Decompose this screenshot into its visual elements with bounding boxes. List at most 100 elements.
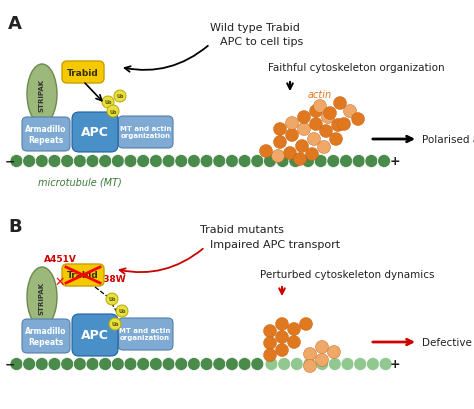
Circle shape <box>337 118 350 131</box>
FancyBboxPatch shape <box>62 62 104 84</box>
Circle shape <box>298 111 310 124</box>
Circle shape <box>275 344 289 357</box>
Circle shape <box>114 91 126 103</box>
Circle shape <box>275 331 289 344</box>
Circle shape <box>295 140 309 153</box>
Circle shape <box>238 357 251 371</box>
Circle shape <box>275 318 289 331</box>
Circle shape <box>149 155 163 168</box>
Text: Ub: Ub <box>104 100 112 105</box>
Circle shape <box>162 155 175 168</box>
Circle shape <box>99 357 112 371</box>
FancyBboxPatch shape <box>72 113 118 153</box>
FancyBboxPatch shape <box>118 318 173 350</box>
Text: −: − <box>5 357 15 371</box>
Circle shape <box>313 100 327 113</box>
Circle shape <box>334 97 346 110</box>
Text: +: + <box>390 155 401 168</box>
Text: +: + <box>390 357 401 371</box>
Text: STRIPAK: STRIPAK <box>39 281 45 314</box>
Circle shape <box>265 357 278 371</box>
Circle shape <box>200 155 213 168</box>
Text: Polarised axon growth: Polarised axon growth <box>422 135 474 145</box>
Text: R438W: R438W <box>90 275 126 284</box>
FancyBboxPatch shape <box>22 319 70 353</box>
Circle shape <box>73 357 86 371</box>
Text: Ub: Ub <box>109 109 117 114</box>
Text: microtubule (MT): microtubule (MT) <box>38 178 122 188</box>
Text: −: − <box>5 155 15 168</box>
Circle shape <box>291 357 303 371</box>
Circle shape <box>278 357 291 371</box>
Circle shape <box>116 305 128 317</box>
Circle shape <box>200 357 213 371</box>
Circle shape <box>264 325 276 338</box>
Circle shape <box>124 357 137 371</box>
Text: Defective axon growth: Defective axon growth <box>422 337 474 347</box>
Circle shape <box>329 133 343 146</box>
Text: Perturbed cytoskeleton dynamics: Perturbed cytoskeleton dynamics <box>260 270 435 279</box>
Circle shape <box>251 155 264 168</box>
Circle shape <box>137 357 150 371</box>
Circle shape <box>301 155 315 168</box>
Text: Ub: Ub <box>111 322 119 327</box>
FancyBboxPatch shape <box>22 118 70 152</box>
Circle shape <box>187 155 201 168</box>
Circle shape <box>331 119 345 132</box>
Circle shape <box>303 360 317 373</box>
Circle shape <box>273 136 286 149</box>
Circle shape <box>86 357 99 371</box>
Text: B: B <box>8 218 22 236</box>
Text: MT and actin
organization: MT and actin organization <box>119 328 171 341</box>
Circle shape <box>61 357 73 371</box>
Circle shape <box>102 97 114 109</box>
Circle shape <box>10 155 23 168</box>
Text: Faithful cytoskeleton organization: Faithful cytoskeleton organization <box>268 63 445 73</box>
Circle shape <box>36 155 48 168</box>
Circle shape <box>310 118 322 131</box>
Circle shape <box>344 105 356 118</box>
Circle shape <box>352 155 365 168</box>
Circle shape <box>137 155 150 168</box>
Circle shape <box>264 337 276 350</box>
Circle shape <box>238 155 251 168</box>
Circle shape <box>298 123 310 136</box>
Text: Wild type Trabid: Wild type Trabid <box>210 23 300 33</box>
Circle shape <box>354 357 367 371</box>
Circle shape <box>48 155 61 168</box>
Text: APC to cell tips: APC to cell tips <box>220 37 303 47</box>
Circle shape <box>259 145 273 158</box>
Text: MT and actin
organization: MT and actin organization <box>120 126 171 139</box>
Circle shape <box>61 155 73 168</box>
Circle shape <box>327 155 340 168</box>
Text: Ub: Ub <box>118 309 126 314</box>
Circle shape <box>379 357 392 371</box>
Circle shape <box>303 357 316 371</box>
Circle shape <box>73 155 86 168</box>
Circle shape <box>321 111 335 124</box>
Circle shape <box>339 155 353 168</box>
Circle shape <box>341 357 354 371</box>
Circle shape <box>378 155 391 168</box>
FancyBboxPatch shape <box>118 117 173 148</box>
Circle shape <box>366 357 379 371</box>
Circle shape <box>303 348 317 361</box>
Circle shape <box>175 357 188 371</box>
Circle shape <box>111 155 124 168</box>
Text: Trabid mutants: Trabid mutants <box>200 225 284 234</box>
Circle shape <box>213 155 226 168</box>
Circle shape <box>285 117 299 130</box>
Text: APC: APC <box>81 126 109 139</box>
Circle shape <box>99 155 112 168</box>
Circle shape <box>10 357 23 371</box>
Text: Armadillo
Repeats: Armadillo Repeats <box>25 125 67 144</box>
Circle shape <box>107 106 119 118</box>
Circle shape <box>276 155 289 168</box>
Text: Trabid: Trabid <box>67 68 99 77</box>
Circle shape <box>318 141 330 154</box>
Circle shape <box>226 357 238 371</box>
Text: ✕: ✕ <box>55 275 65 288</box>
Circle shape <box>162 357 175 371</box>
Circle shape <box>86 155 99 168</box>
Text: Armadillo
Repeats: Armadillo Repeats <box>25 326 67 346</box>
